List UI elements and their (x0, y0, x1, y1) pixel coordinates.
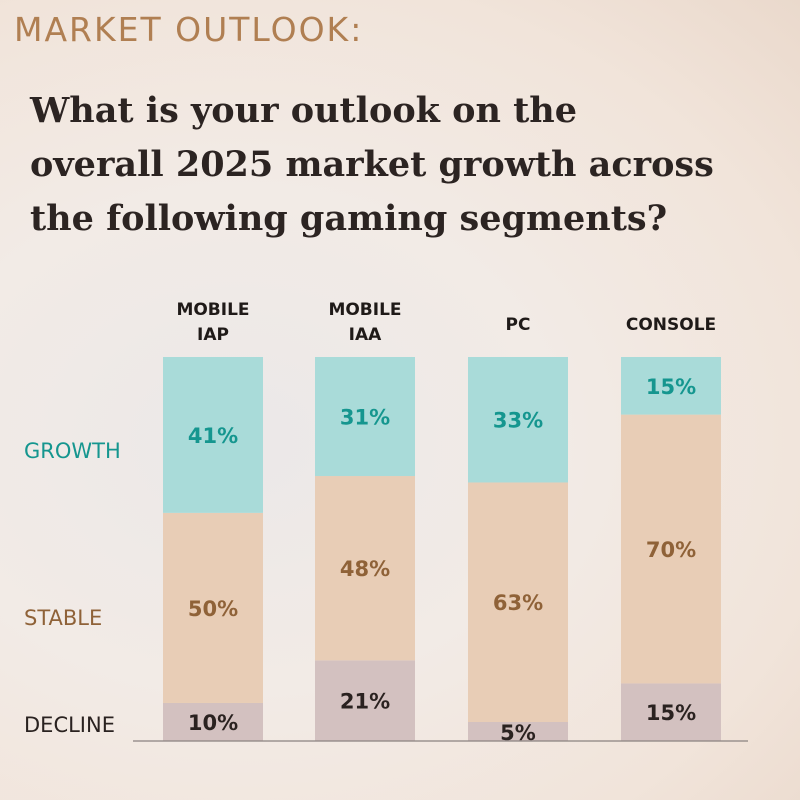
segment-label-2-line1: MOBILE (328, 300, 401, 320)
legend-label-stable: STABLE (24, 606, 102, 630)
data-label-decline-2: 21% (340, 690, 390, 714)
data-label-growth-1: 41% (188, 424, 238, 448)
data-label-growth-4: 15% (646, 375, 696, 399)
bar-stable-4 (621, 414, 721, 684)
data-label-growth-2: 31% (340, 406, 390, 430)
bar-stable-3 (468, 482, 568, 722)
data-label-stable-3: 63% (493, 591, 543, 615)
legend-label-decline: DECLINE (24, 713, 115, 737)
data-label-stable-4: 70% (646, 538, 696, 562)
question-title: What is your outlook on the overall 2025… (30, 84, 790, 246)
bar-growth-2 (315, 357, 415, 477)
bar-decline-3 (468, 721, 568, 741)
question-line-3: the following gaming segments? (30, 198, 668, 239)
segment-label-4-line1: CONSOLE (626, 315, 716, 335)
kicker-title: MARKET OUTLOOK: (14, 10, 364, 49)
bar-growth-1 (163, 357, 263, 513)
bar-decline-1 (163, 702, 263, 741)
bar-stable-2 (315, 476, 415, 661)
data-label-decline-1: 10% (188, 711, 238, 735)
data-label-stable-2: 48% (340, 557, 390, 581)
bar-stable-1 (163, 512, 263, 703)
question-line-2: overall 2025 market growth across (30, 144, 714, 185)
bar-growth-4 (621, 357, 721, 415)
data-label-decline-4: 15% (646, 701, 696, 725)
bar-growth-3 (468, 357, 568, 483)
data-label-growth-3: 33% (493, 409, 543, 433)
segment-label-1-line1: MOBILE (176, 300, 249, 320)
segment-label-3-line1: PC (506, 315, 531, 335)
segment-label-2-line2: IAA (349, 325, 382, 345)
data-label-stable-1: 50% (188, 597, 238, 621)
question-line-1: What is your outlook on the (30, 90, 577, 131)
segment-label-1-line2: IAP (197, 325, 229, 345)
bar-decline-2 (315, 660, 415, 741)
bar-decline-4 (621, 683, 721, 741)
legend-label-growth: GROWTH (24, 439, 121, 463)
